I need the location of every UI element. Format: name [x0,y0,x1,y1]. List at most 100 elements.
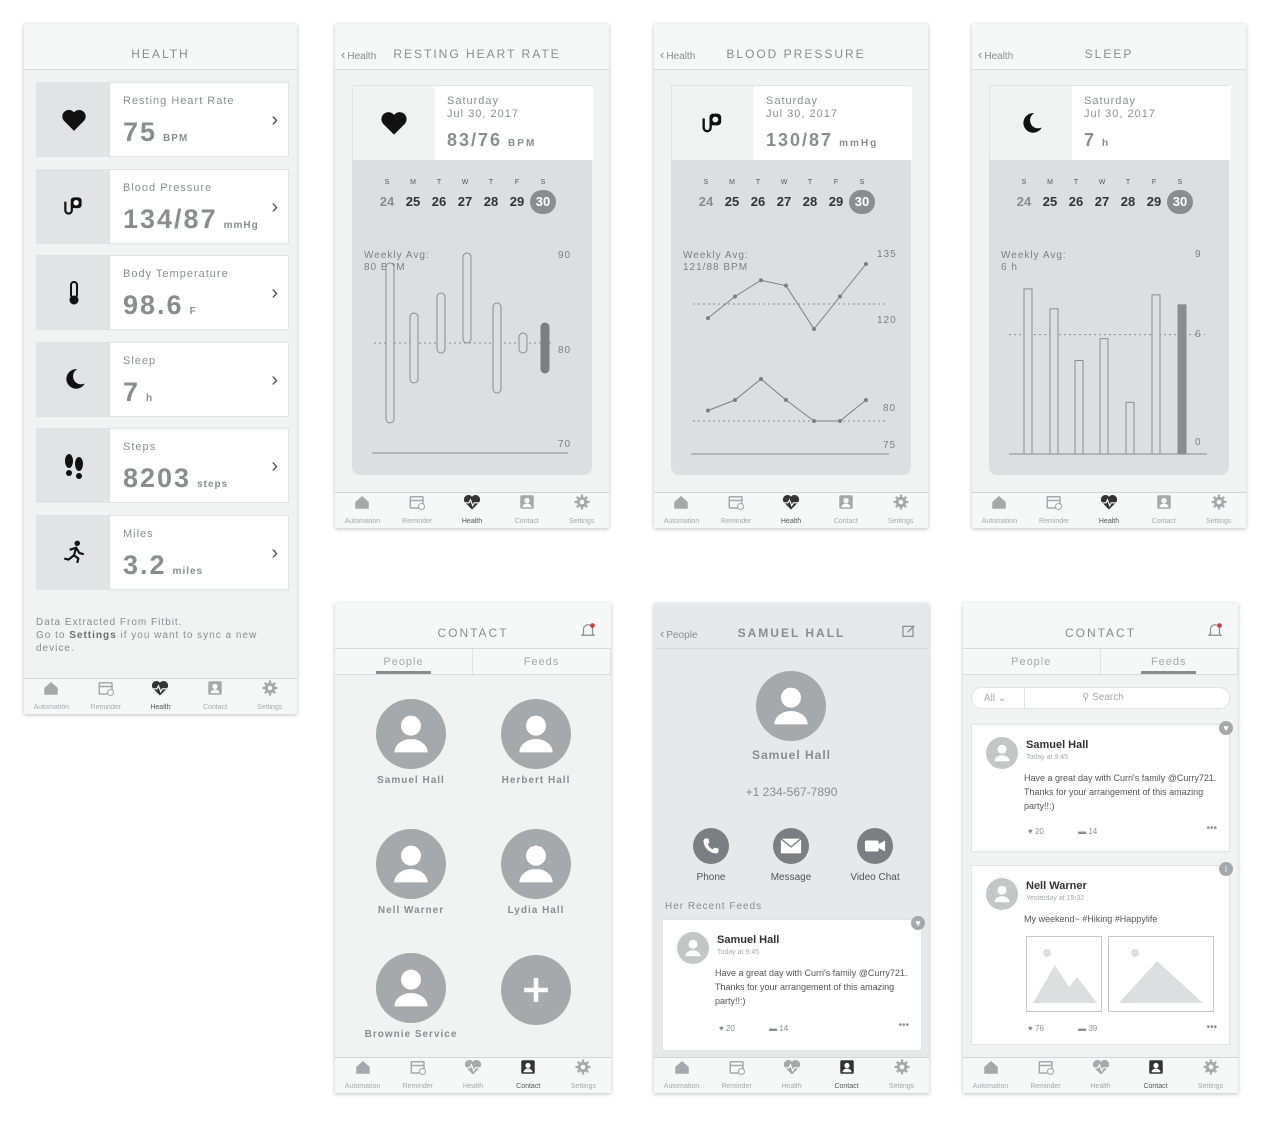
search-input[interactable]: ⚲ Search [1082,692,1124,703]
nav-automation[interactable]: Automation [24,679,79,714]
like-button[interactable]: ♥ 20 [1028,827,1044,836]
tab-feeds[interactable]: Feeds [473,649,611,674]
like-button[interactable]: ♥ 20 [719,1024,735,1033]
tab-people[interactable]: People [335,649,473,674]
nav-health[interactable]: Health [1082,493,1137,528]
contact-lydia-hall[interactable]: Lydia Hall [481,829,591,916]
nav-settings[interactable]: Settings [1183,1058,1238,1093]
day-30[interactable]: 30 [849,190,875,214]
more-icon[interactable]: ••• [898,1020,909,1031]
day-30[interactable]: 30 [530,190,556,214]
settings-link[interactable]: Settings [69,630,117,641]
nav-settings[interactable]: Settings [873,493,928,528]
nav-health[interactable]: Health [764,493,819,528]
filter-dropdown[interactable]: All ⌄ [984,693,1006,704]
nav-contact[interactable]: Contact [819,1058,874,1093]
feed-card[interactable]: Nell Warner Yesterday at 19:32 My weeken… [971,862,1233,1045]
nav-health[interactable]: Health [764,1058,819,1093]
day-24[interactable]: 24 [379,194,395,209]
health-item-miles[interactable]: Miles 3.2 miles › [36,514,289,590]
tab-feeds[interactable]: Feeds [1101,649,1238,674]
nav-health[interactable]: Health [445,1058,500,1093]
nav-automation[interactable]: Automation [654,493,709,528]
day-29[interactable]: 29 [509,194,525,209]
nav-health[interactable]: Health [133,679,188,714]
phone-number[interactable]: +1 234-567-7890 [745,785,838,799]
day-24[interactable]: 24 [1016,194,1032,209]
day-25[interactable]: 25 [405,194,421,209]
health-item-steps[interactable]: Steps 8203 steps › [36,428,289,503]
nav-reminder[interactable]: Reminder [1018,1058,1073,1093]
add-contact-button[interactable] [481,955,591,1025]
notification-bell-icon[interactable] [579,621,597,644]
nav-reminder[interactable]: Reminder [390,1058,445,1093]
back-button[interactable]: ‹ Health [978,47,1014,62]
nav-settings[interactable]: Settings [874,1058,929,1093]
nav-reminder[interactable]: Reminder [1027,493,1082,528]
health-item-resting-heart-rate[interactable]: Resting Heart Rate 75 BPM › [36,82,289,157]
day-27[interactable]: 27 [457,194,473,209]
nav-contact[interactable]: Contact [818,493,873,528]
more-icon[interactable]: ••• [1206,823,1217,834]
nav-automation[interactable]: Automation [654,1058,709,1093]
contact-herbert-hall[interactable]: Herbert Hall [481,699,591,786]
day-30[interactable]: 30 [1167,190,1193,214]
contact-nell-warner[interactable]: Nell Warner [356,829,466,916]
day-28[interactable]: 28 [1120,194,1136,209]
photo-thumbnail[interactable] [1026,936,1102,1012]
message-button[interactable]: Message [756,828,826,883]
day-25[interactable]: 25 [724,194,740,209]
comment-button[interactable]: ▬ 14 [1078,827,1098,836]
nav-contact[interactable]: Contact [188,679,243,714]
nav-settings[interactable]: Settings [556,1058,611,1093]
notification-bell-icon[interactable] [1206,621,1224,644]
day-25[interactable]: 25 [1042,194,1058,209]
like-button[interactable]: ♥ 76 [1028,1024,1044,1033]
video-chat-button[interactable]: Video Chat [840,828,910,883]
feed-card[interactable]: Samuel Hall Today at 9:45 Have a great d… [971,721,1233,852]
tab-people[interactable]: People [963,649,1101,674]
feed-card[interactable]: Samuel Hall Today at 9:45 Have a great d… [662,916,925,1051]
back-button[interactable]: ‹ Health [341,47,377,62]
nav-automation[interactable]: Automation [335,493,390,528]
contact-samuel-hall[interactable]: Samuel Hall [356,699,466,786]
nav-automation[interactable]: Automation [335,1058,390,1093]
photo-thumbnail[interactable] [1108,936,1214,1012]
day-24[interactable]: 24 [698,194,714,209]
nav-health[interactable]: Health [1073,1058,1128,1093]
nav-reminder[interactable]: Reminder [709,493,764,528]
health-item-sleep[interactable]: Sleep 7 h › [36,341,289,417]
day-26[interactable]: 26 [750,194,766,209]
phone-button[interactable]: Phone [676,828,746,883]
health-item-blood-pressure[interactable]: Blood Pressure 134/87 mmHg › [36,168,289,244]
comment-button[interactable]: ▬ 39 [1078,1024,1098,1033]
nav-contact[interactable]: Contact [499,493,554,528]
back-button[interactable]: ‹ Health [660,47,696,62]
day-26[interactable]: 26 [1068,194,1084,209]
nav-reminder[interactable]: Reminder [79,679,134,714]
nav-reminder[interactable]: Reminder [709,1058,764,1093]
back-button[interactable]: ‹ People [660,626,698,641]
nav-automation[interactable]: Automation [963,1058,1018,1093]
nav-settings[interactable]: Settings [242,679,297,714]
day-28[interactable]: 28 [483,194,499,209]
nav-contact[interactable]: Contact [1136,493,1191,528]
nav-contact[interactable]: Contact [1128,1058,1183,1093]
day-28[interactable]: 28 [802,194,818,209]
nav-automation[interactable]: Automation [972,493,1027,528]
nav-reminder[interactable]: Reminder [390,493,445,528]
contact-brownie-service[interactable]: Brownie Service [356,953,466,1040]
nav-health[interactable]: Health [445,493,500,528]
day-27[interactable]: 27 [1094,194,1110,209]
day-26[interactable]: 26 [431,194,447,209]
nav-settings[interactable]: Settings [1191,493,1246,528]
day-29[interactable]: 29 [1146,194,1162,209]
day-29[interactable]: 29 [828,194,844,209]
nav-contact[interactable]: Contact [501,1058,556,1093]
comment-button[interactable]: ▬ 14 [769,1024,789,1033]
day-27[interactable]: 27 [776,194,792,209]
nav-settings[interactable]: Settings [554,493,609,528]
more-icon[interactable]: ••• [1206,1022,1217,1033]
edit-icon[interactable] [901,623,917,644]
health-item-body-temperature[interactable]: Body Temperature 98.6 F › [36,255,289,330]
